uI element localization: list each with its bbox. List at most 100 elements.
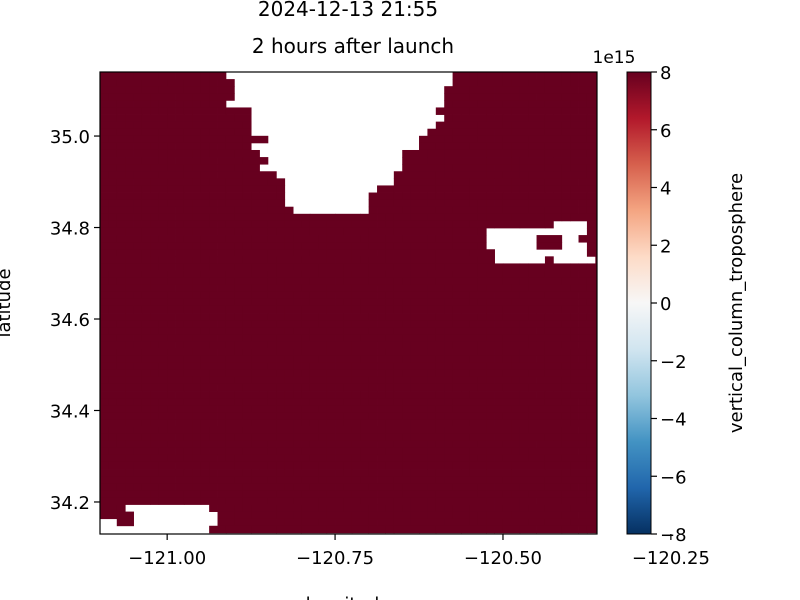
heatmap-cell <box>100 376 109 385</box>
heatmap-cell <box>385 426 412 434</box>
heatmap-cell <box>351 405 378 413</box>
heatmap-cell <box>125 313 151 321</box>
heatmap-cell <box>192 100 202 108</box>
heatmap-cell <box>544 320 563 328</box>
heatmap-cell <box>167 149 193 158</box>
y-axis-ticks: 34.234.434.634.835.0 <box>50 127 100 514</box>
heatmap-cell <box>377 341 403 349</box>
heatmap-cell <box>486 157 512 165</box>
heatmap-cell <box>494 128 512 137</box>
heatmap-cell <box>192 284 218 293</box>
heatmap-cell <box>561 383 588 392</box>
heatmap-cell <box>301 320 319 328</box>
heatmap-cell <box>318 469 336 477</box>
heatmap-cell <box>536 270 546 279</box>
heatmap-cell <box>108 171 126 179</box>
colorbar-tick-label: 2 <box>660 236 671 257</box>
heatmap-cell <box>410 504 428 512</box>
heatmap-cell <box>444 192 470 201</box>
heatmap-cell <box>452 376 462 385</box>
heatmap-cell <box>444 461 454 470</box>
heatmap-cell <box>276 227 294 236</box>
heatmap-cell <box>444 412 462 420</box>
heatmap-cell <box>452 369 470 378</box>
heatmap-cell <box>326 227 344 236</box>
heatmap-cell <box>402 355 412 364</box>
heatmap-cell <box>477 440 504 449</box>
heatmap-cell <box>108 327 126 335</box>
heatmap-cell <box>586 490 596 498</box>
heatmap-cell <box>544 291 554 300</box>
heatmap-cell <box>225 142 244 151</box>
heatmap-cell <box>553 391 571 399</box>
heatmap-cell <box>570 213 596 222</box>
heatmap-cell <box>502 206 529 215</box>
heatmap-cell <box>486 107 512 115</box>
heatmap-cell <box>225 185 244 193</box>
heatmap-cell <box>100 86 126 94</box>
heatmap-cell <box>100 277 109 286</box>
colorbar-tick-label: −2 <box>660 352 687 373</box>
heatmap-cell <box>570 412 579 420</box>
heatmap-cell <box>385 305 395 314</box>
heatmap-cell <box>284 398 311 406</box>
heatmap-cell <box>452 178 470 186</box>
heatmap-cell <box>570 263 579 271</box>
heatmap-cell <box>586 128 597 137</box>
heatmap-cell <box>385 249 412 257</box>
heatmap-cell <box>158 490 185 498</box>
heatmap-cell <box>276 334 302 342</box>
heatmap-cell <box>141 483 160 491</box>
heatmap-cell <box>100 341 126 349</box>
heatmap-cell <box>133 334 143 342</box>
heatmap-cell <box>200 497 227 505</box>
heatmap-cell <box>561 341 579 349</box>
heatmap-cell <box>553 199 563 208</box>
heatmap-cell <box>234 348 244 356</box>
heatmap-cell <box>293 348 302 356</box>
heatmap-cell <box>234 242 244 250</box>
heatmap-cell <box>217 121 244 130</box>
heatmap-cell <box>293 469 319 477</box>
heatmap-cell <box>561 199 579 208</box>
heatmap-cell <box>519 72 537 80</box>
heatmap-cell <box>309 376 328 385</box>
heatmap-cell <box>494 185 512 193</box>
heatmap-cell <box>570 461 588 470</box>
heatmap-cell <box>141 79 168 87</box>
heatmap-cell <box>326 327 344 335</box>
heatmap-cell <box>276 405 286 413</box>
heatmap-cell <box>351 525 370 534</box>
heatmap-cell <box>461 149 487 158</box>
heatmap-cell <box>544 256 554 264</box>
heatmap-cell <box>410 355 420 364</box>
heatmap-cell <box>377 412 403 420</box>
heatmap-cell <box>544 483 571 491</box>
heatmap-cell <box>536 242 563 250</box>
heatmap-cell <box>410 320 428 328</box>
heatmap-cell <box>335 213 361 222</box>
heatmap-cell <box>351 518 370 527</box>
heatmap-cell <box>444 135 454 144</box>
heatmap-cell <box>536 419 554 427</box>
heatmap-cell <box>570 391 596 399</box>
heatmap-cell <box>100 107 118 115</box>
heatmap-cell <box>259 171 277 179</box>
heatmap-cell <box>477 454 487 463</box>
heatmap-cell <box>578 334 597 342</box>
heatmap-cell <box>427 405 437 413</box>
heatmap-cell <box>536 298 554 307</box>
heatmap-cell <box>293 327 311 335</box>
heatmap-cell <box>100 327 109 335</box>
heatmap-cell <box>209 93 235 101</box>
heatmap-cell <box>444 93 462 101</box>
heatmap-cell <box>427 199 445 208</box>
heatmap-cell <box>494 376 512 385</box>
heatmap-cell <box>452 419 470 427</box>
heatmap-cell <box>141 206 160 215</box>
colorbar-tick-label: 4 <box>660 179 671 200</box>
heatmap-cell <box>410 476 437 484</box>
heatmap-cell <box>125 121 134 130</box>
heatmap-cell <box>125 419 143 427</box>
heatmap-cell <box>570 72 579 80</box>
